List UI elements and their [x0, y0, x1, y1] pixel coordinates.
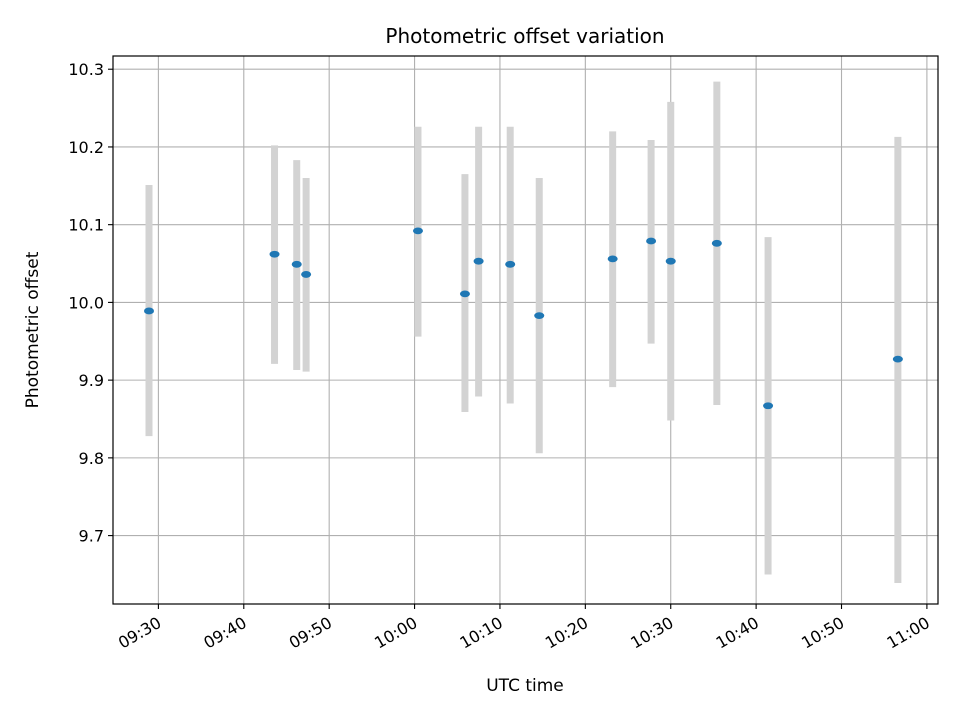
plot-frame — [112, 55, 939, 605]
y-axis-ticks: 9.7 9.8 9.9 10.0 10.1 10.2 10.3 — [68, 60, 113, 546]
data-point-9 — [607, 255, 618, 263]
y-tick-label-4: 10.1 — [68, 216, 104, 235]
data-point-11 — [665, 257, 676, 265]
y-tick-label-3: 10.0 — [68, 293, 104, 312]
data-point-0 — [144, 307, 155, 315]
y-tick-label-0: 9.7 — [79, 527, 104, 546]
data-point-14 — [892, 355, 903, 363]
y-tick-label-1: 9.8 — [79, 449, 104, 468]
data-point-1 — [269, 250, 280, 258]
data-point-5 — [459, 290, 470, 298]
data-point-2 — [291, 260, 302, 268]
data-points — [144, 227, 903, 410]
gridlines — [113, 56, 938, 604]
y-tick-label-2: 9.9 — [79, 371, 104, 390]
data-point-3 — [301, 271, 312, 278]
data-point-10 — [646, 237, 657, 245]
y-tick-label-5: 10.2 — [68, 138, 104, 157]
y-tick-label-6: 10.3 — [68, 60, 104, 79]
data-point-4 — [412, 227, 423, 235]
x-axis-label: UTC time — [486, 676, 564, 696]
data-point-6 — [473, 257, 484, 265]
chart-title: Photometric offset variation — [385, 24, 664, 48]
y-axis-label: Photometric offset — [23, 251, 43, 408]
data-point-7 — [505, 260, 516, 268]
data-point-13 — [763, 402, 774, 410]
data-point-8 — [534, 312, 545, 320]
data-point-12 — [711, 239, 722, 247]
